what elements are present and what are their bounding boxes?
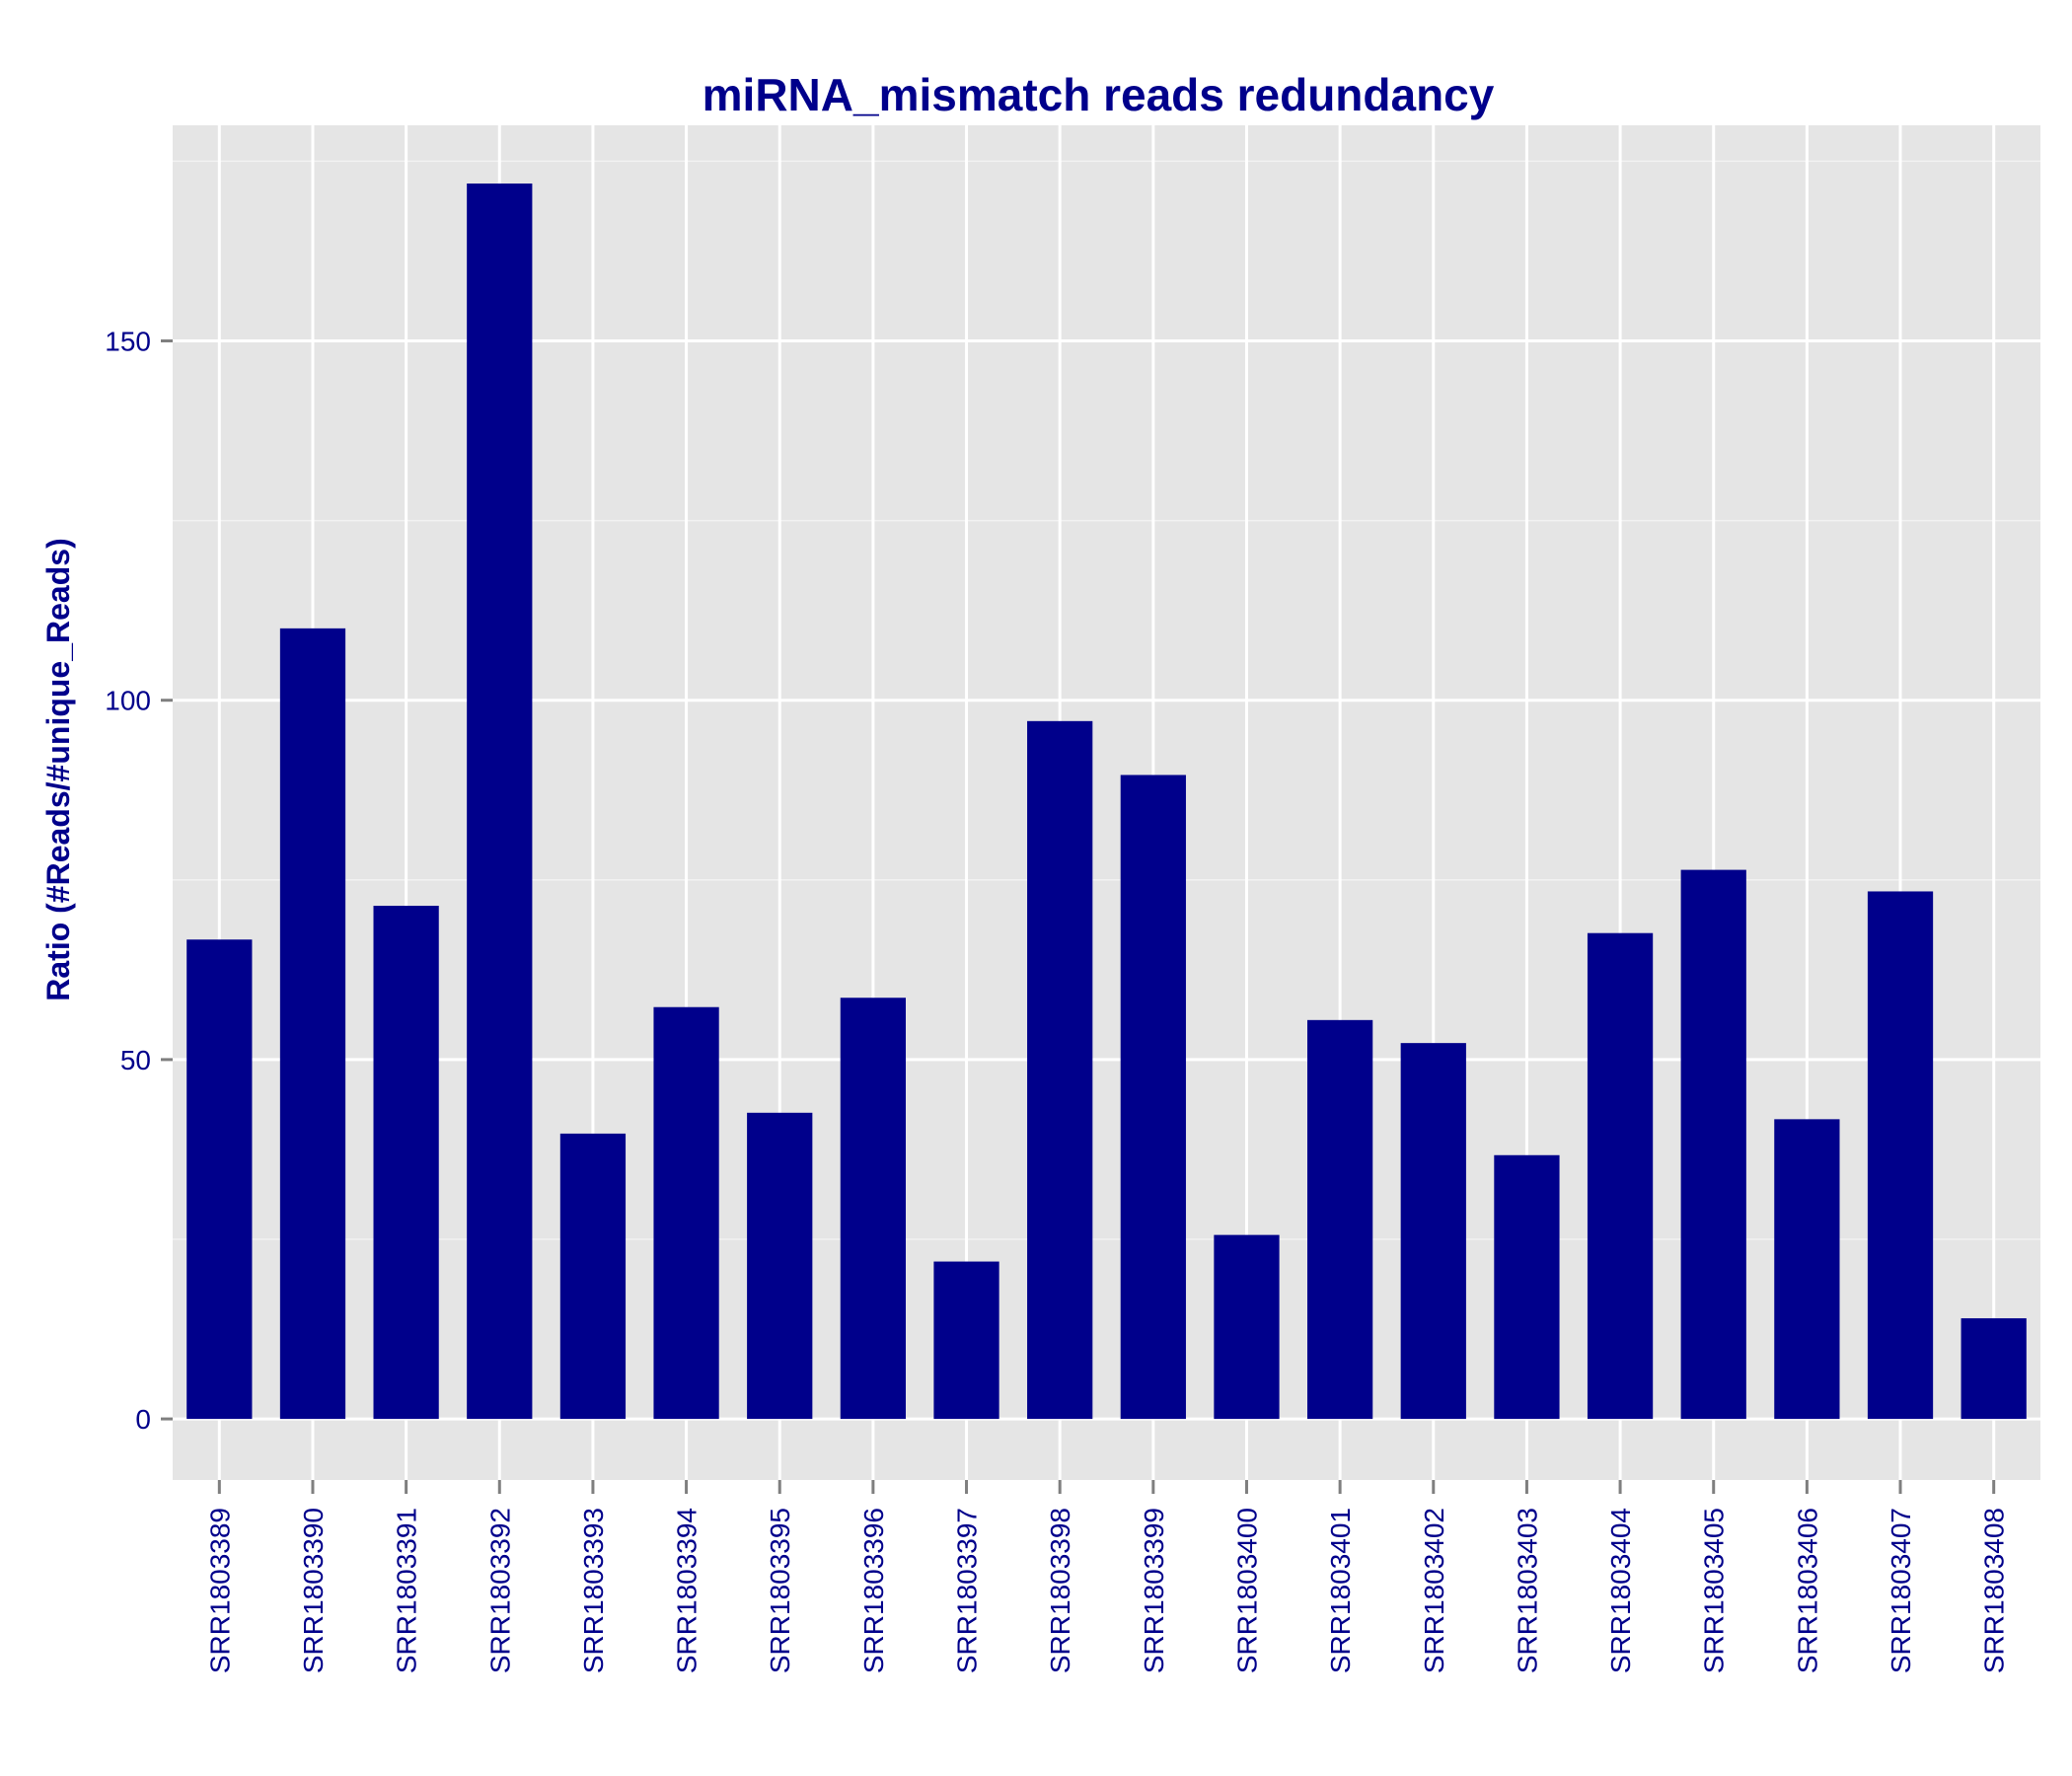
bar: [1306, 1019, 1373, 1420]
x-tick-label: SRR1803389: [204, 1508, 235, 1673]
bar: [1120, 775, 1186, 1420]
x-tick-label: SRR1803405: [1699, 1508, 1730, 1673]
x-tick-label: SRR1803397: [952, 1508, 983, 1673]
bar: [1867, 891, 1934, 1420]
x-tick-label: SRR1803407: [1886, 1508, 1916, 1673]
bar: [1027, 720, 1093, 1420]
x-tick-label: SRR1803398: [1045, 1508, 1075, 1673]
bar: [1774, 1119, 1840, 1420]
x-tick-label: SRR1803402: [1419, 1508, 1449, 1673]
bar: [840, 998, 907, 1420]
bar: [1214, 1234, 1280, 1420]
bar: [279, 628, 346, 1420]
y-tick-label: 0: [135, 1404, 151, 1435]
bar: [186, 939, 253, 1420]
x-tick-label: SRR1803392: [484, 1508, 515, 1673]
y-tick-label: 150: [105, 327, 151, 357]
x-tick-label: SRR1803394: [672, 1508, 703, 1673]
bars: [186, 183, 2027, 1420]
bar: [1400, 1043, 1466, 1420]
x-axis: SRR1803389 SRR1803390 SRR1803391 SRR1803392…: [204, 1480, 2010, 1673]
x-tick-label: SRR1803406: [1792, 1508, 1822, 1673]
y-tick-label: 100: [105, 686, 151, 716]
x-tick-label: SRR1803393: [578, 1508, 609, 1673]
x-tick-label: SRR1803396: [858, 1508, 889, 1673]
x-tick-label: SRR1803408: [1979, 1508, 2010, 1673]
x-tick-label: SRR1803391: [392, 1508, 422, 1673]
bar: [653, 1006, 719, 1420]
x-tick-label: SRR1803399: [1139, 1508, 1169, 1673]
bar: [373, 906, 439, 1420]
bar: [1494, 1154, 1560, 1420]
bar: [747, 1112, 813, 1420]
x-tick-label: SRR1803404: [1605, 1508, 1636, 1673]
y-axis: 0 50 100 150: [105, 327, 173, 1435]
bar: [467, 183, 533, 1420]
x-tick-label: SRR1803403: [1512, 1508, 1542, 1673]
bar: [559, 1133, 627, 1420]
x-tick-label: SRR1803395: [765, 1508, 795, 1673]
chart-title: miRNA_mismatch reads redundancy: [703, 69, 1495, 120]
bar: [1587, 932, 1654, 1420]
plot-panel: [173, 125, 2040, 1480]
x-tick-label: SRR1803390: [298, 1508, 329, 1673]
x-tick-label: SRR1803401: [1325, 1508, 1356, 1673]
bar: [1680, 869, 1746, 1420]
bar: [1961, 1318, 2027, 1420]
x-tick-label: SRR1803400: [1231, 1508, 1262, 1673]
y-tick-label: 50: [120, 1045, 151, 1075]
y-axis-label: Ratio (#Reads/#unique_Reads): [40, 538, 76, 1000]
bar: [933, 1261, 999, 1420]
